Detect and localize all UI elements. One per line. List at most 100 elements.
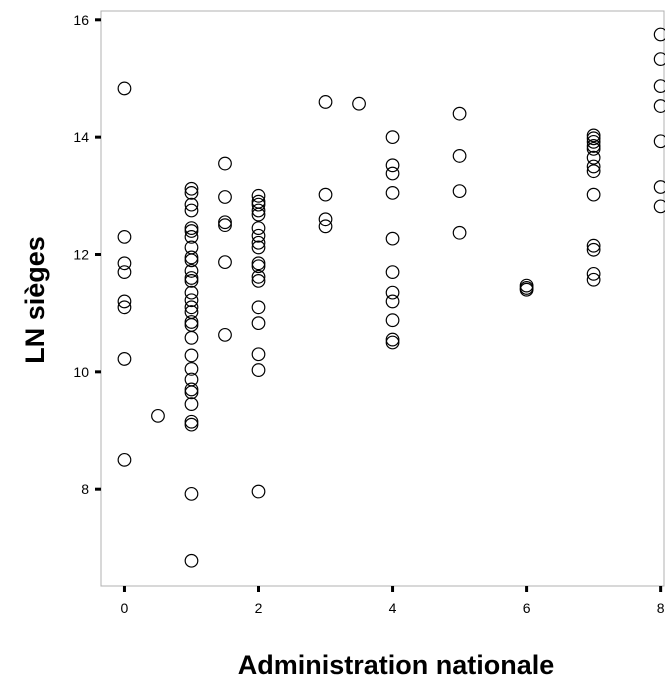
data-point	[251, 235, 266, 250]
data-point	[653, 134, 665, 149]
data-point	[117, 229, 132, 244]
data-point	[251, 484, 266, 499]
data-point	[452, 149, 467, 163]
y-axis-title: LN sièges	[20, 236, 50, 364]
data-point	[352, 96, 366, 111]
data-point	[251, 363, 266, 377]
data-point	[251, 316, 266, 331]
data-point	[385, 285, 400, 300]
y-tick-label: 8	[81, 481, 89, 497]
data-point	[218, 215, 232, 230]
data-point	[251, 273, 266, 288]
data-point	[184, 385, 199, 400]
data-point	[184, 362, 199, 376]
data-point	[184, 414, 199, 429]
y-tick-label: 12	[73, 246, 89, 262]
data-point	[218, 255, 232, 270]
data-point	[184, 250, 199, 265]
y-tick-label: 10	[73, 364, 89, 380]
data-point	[251, 300, 266, 315]
data-point	[653, 52, 665, 67]
data-point	[251, 259, 266, 274]
data-point	[385, 231, 400, 246]
data-point	[184, 300, 199, 315]
data-point	[586, 272, 601, 287]
data-point	[184, 203, 199, 218]
data-point	[184, 264, 199, 278]
data-point	[251, 256, 266, 271]
data-point	[586, 187, 601, 202]
data-point	[385, 332, 400, 347]
data-point	[184, 553, 199, 568]
x-tick-label: 2	[255, 600, 263, 616]
data-point	[385, 313, 400, 328]
data-point	[452, 184, 467, 199]
data-point	[117, 294, 132, 309]
data-point	[318, 212, 333, 227]
data-point	[385, 185, 400, 200]
data-point	[184, 224, 199, 238]
data-point	[184, 397, 199, 412]
data-point	[184, 181, 199, 196]
data-point	[184, 271, 199, 285]
data-point	[385, 335, 400, 350]
data-point	[586, 128, 601, 143]
data-point	[184, 273, 199, 288]
data-point	[385, 158, 400, 173]
data-point	[586, 139, 601, 153]
data-point	[586, 242, 601, 257]
data-point	[117, 256, 132, 271]
data-point	[586, 238, 601, 253]
data-point	[385, 166, 400, 181]
x-tick-label: 4	[389, 600, 397, 616]
data-point	[251, 347, 266, 362]
data-point	[251, 197, 266, 212]
data-point	[117, 81, 132, 96]
data-point	[586, 159, 601, 174]
data-point	[117, 452, 132, 467]
data-point	[519, 282, 534, 297]
data-point	[653, 199, 665, 214]
data-point	[184, 315, 199, 329]
data-point	[653, 180, 665, 194]
data-point	[653, 27, 665, 42]
data-point	[117, 265, 132, 279]
data-point	[184, 185, 199, 200]
data-point	[251, 188, 266, 203]
data-point	[318, 187, 333, 202]
data-point	[218, 190, 232, 204]
data-point	[385, 294, 400, 309]
data-point	[251, 240, 266, 255]
data-point	[184, 285, 199, 300]
x-axis-title: Administration nationale	[238, 650, 555, 675]
data-point	[184, 229, 199, 244]
data-point	[452, 106, 467, 121]
data-point	[218, 327, 232, 342]
data-point	[653, 79, 665, 94]
y-axis: 8 10 12 14 16	[73, 12, 101, 497]
data-point	[117, 352, 132, 366]
data-point	[184, 417, 199, 432]
data-point	[385, 265, 400, 279]
data-point	[184, 293, 199, 308]
data-point	[251, 269, 266, 284]
data-point	[117, 300, 132, 315]
data-point	[151, 408, 165, 423]
x-tick-label: 6	[523, 600, 531, 616]
data-point	[184, 382, 199, 397]
data-point	[184, 253, 199, 268]
data-point	[653, 99, 665, 113]
data-point	[586, 150, 601, 165]
data-point	[218, 156, 232, 171]
data-point	[184, 330, 199, 345]
data-point	[318, 219, 333, 234]
data-point	[251, 203, 266, 218]
x-axis: 0 2 4 6 8	[121, 586, 665, 616]
data-points	[117, 27, 665, 568]
data-point	[184, 348, 199, 363]
data-point	[251, 221, 266, 235]
data-point	[385, 130, 400, 145]
x-tick-label: 8	[657, 600, 665, 616]
y-tick-label: 16	[73, 12, 89, 28]
